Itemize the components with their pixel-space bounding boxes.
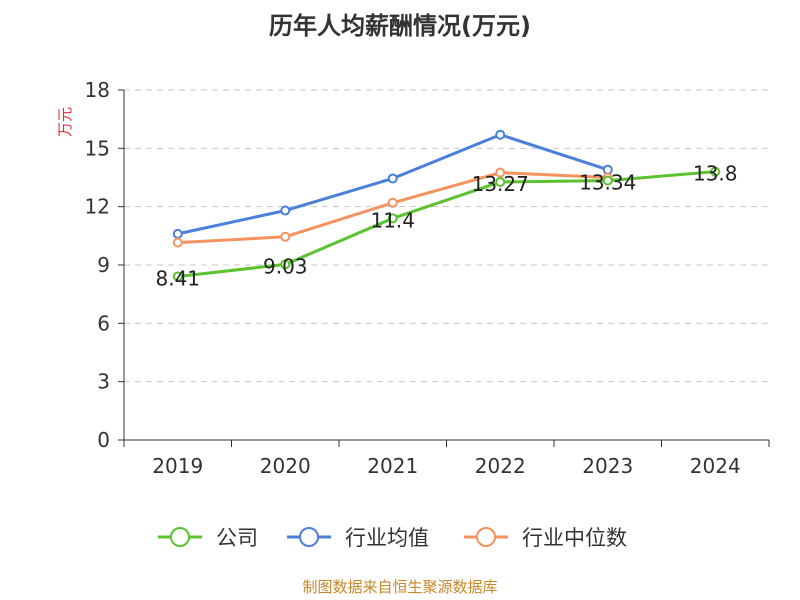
x-tick-label: 2019 [152,454,203,478]
data-point [172,271,183,282]
data-point [495,167,506,178]
y-axis-label: 万元 [56,107,74,137]
data-point [172,228,183,239]
x-tick-label: 2024 [690,454,741,478]
y-tick-label: 18 [85,78,110,102]
y-tick-label: 9 [97,253,110,277]
data-point [280,259,291,270]
source-note: 制图数据来自恒生聚源数据库 [302,578,498,596]
data-point [495,176,506,187]
data-point [172,237,183,248]
data-point [280,231,291,242]
data-point [602,175,613,186]
y-tick-label: 12 [85,195,110,219]
data-label: 11.4 [370,208,415,232]
legend-label: 行业中位数 [522,526,627,550]
data-point [280,205,291,216]
data-label: 13.8 [693,162,738,186]
x-tick-label: 2023 [582,454,633,478]
x-tick-label: 2021 [367,454,418,478]
legend-marker [170,527,190,547]
x-tick-label: 2020 [260,454,311,478]
y-tick-label: 0 [97,428,110,452]
data-label: 9.03 [263,254,308,278]
data-label: 13.34 [579,171,636,195]
chart-title: 历年人均薪酬情况(万元) [269,12,531,40]
legend-label: 公司 [216,526,258,550]
y-tick-label: 6 [97,311,110,335]
legend-marker [299,527,319,547]
data-point [495,129,506,140]
data-label: 8.41 [155,266,200,290]
series-line-0 [177,170,716,278]
data-label: 13.27 [472,172,529,196]
y-tick-label: 3 [97,370,110,394]
legend-label: 行业均值 [345,526,429,550]
data-point [387,213,398,224]
data-point [387,173,398,184]
x-tick-label: 2022 [475,454,526,478]
legend-marker [476,527,496,547]
data-point [387,197,398,208]
y-tick-label: 15 [85,136,110,160]
data-point [710,166,721,177]
